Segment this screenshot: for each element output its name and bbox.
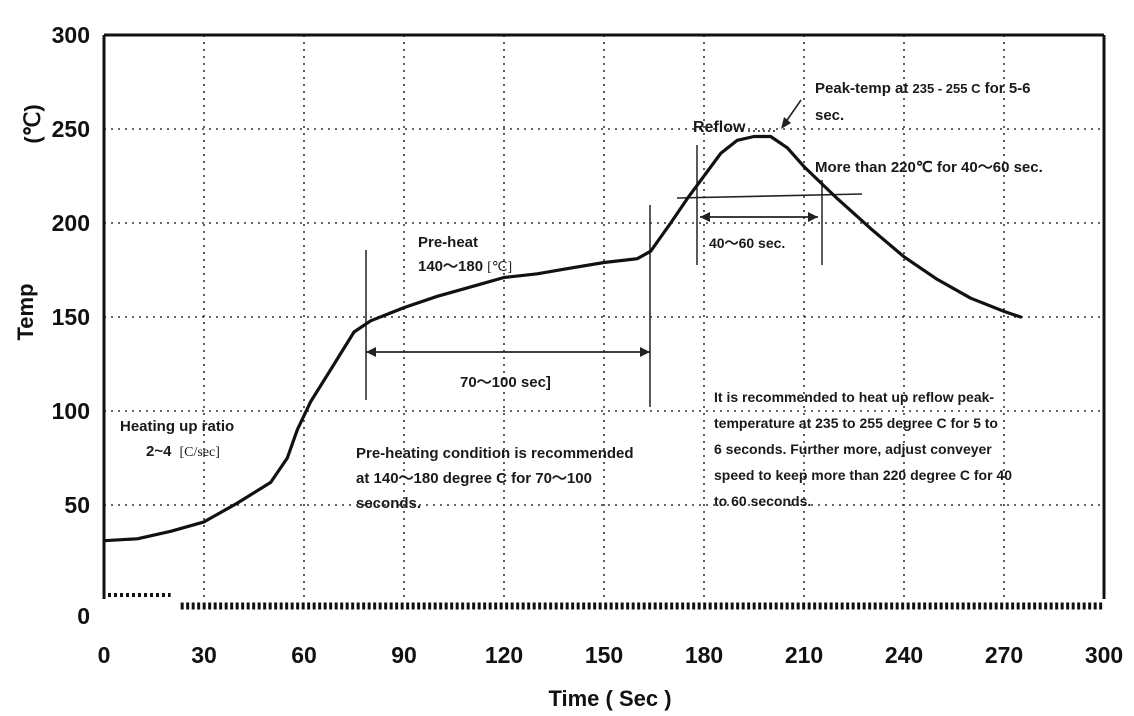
preheat-condition-line-1: Pre-heating condition is recommended: [356, 445, 634, 462]
x-tick-label: 0: [98, 642, 111, 668]
y-axis-label: Temp: [13, 283, 38, 340]
above-220-note: More than 220℃ for 40～60 sec.: [815, 159, 1043, 176]
heating-ratio-title: Heating up ratio: [120, 418, 234, 435]
recommend-line-4: speed to keep more than 220 degree C for…: [714, 467, 1012, 483]
y-tick-label: 150: [52, 304, 90, 330]
reflow-span-arrow-right: [808, 212, 818, 222]
x-tick-label: 300: [1085, 642, 1123, 668]
peak-temp-note-sec: sec.: [815, 107, 844, 124]
span-70-100-label: 70～100 sec]: [460, 374, 551, 391]
preheat-condition-line-3: seconds.: [356, 495, 421, 512]
y-tick-label: 100: [52, 398, 90, 424]
y-tick-label: 50: [64, 492, 90, 518]
y-tick-label: 200: [52, 210, 90, 236]
heating-ratio-value: 2~4 [C/sec]: [146, 443, 220, 460]
temperature-profile-line: [102, 134, 1023, 543]
preheat-span-arrow-left: [366, 347, 376, 357]
reflow-span-arrow-left: [700, 212, 710, 222]
y-tick-label: 300: [52, 22, 90, 48]
x-tick-label: 210: [785, 642, 823, 668]
preheat-span-arrow-right: [640, 347, 650, 357]
x-tick-label: 90: [391, 642, 417, 668]
preheat-range: 140～180 [℃]: [418, 258, 512, 275]
peak-temp-note: Peak-temp at 235 - 255 C for 5-6: [815, 80, 1031, 97]
grid: [104, 35, 1104, 599]
y-tick-label: 0: [77, 603, 90, 629]
series-layer: [102, 134, 1023, 543]
peak-arrow-head: [781, 117, 791, 129]
tick-labels: 0 30 60 90 120 150 180 210 240 270 300 50 100 150 200 2…: [52, 22, 1124, 668]
preheat-condition-line-2: at 140～180 degree C for 70～100: [356, 470, 592, 487]
x-tick-label: 120: [485, 642, 523, 668]
recommend-line-3: 6 seconds. Further more, adjust conveyer: [714, 441, 992, 457]
preheat-title: Pre-heat: [418, 234, 478, 251]
x-axis-label: Time ( Sec ): [548, 686, 671, 711]
x-tick-label: 30: [191, 642, 217, 668]
x-tick-label: 270: [985, 642, 1023, 668]
recommend-line-1: It is recommended to heat up reflow peak…: [714, 389, 994, 405]
x-tick-label: 150: [585, 642, 623, 668]
reflow-label: Reflow: [693, 119, 746, 136]
recommend-line-5: to 60 seconds.: [714, 493, 811, 509]
y-axis-unit: (℃): [20, 104, 45, 143]
plot-frame: [102, 33, 1106, 610]
annotation-guides: [365, 99, 863, 407]
range-40-60-label: 40～60 sec.: [709, 235, 785, 251]
recommend-line-2: temperature at 235 to 255 degree C for 5…: [714, 415, 998, 431]
x-tick-label: 180: [685, 642, 723, 668]
x-tick-label: 240: [885, 642, 923, 668]
x-tick-label: 60: [291, 642, 317, 668]
y-tick-label: 250: [52, 116, 90, 142]
